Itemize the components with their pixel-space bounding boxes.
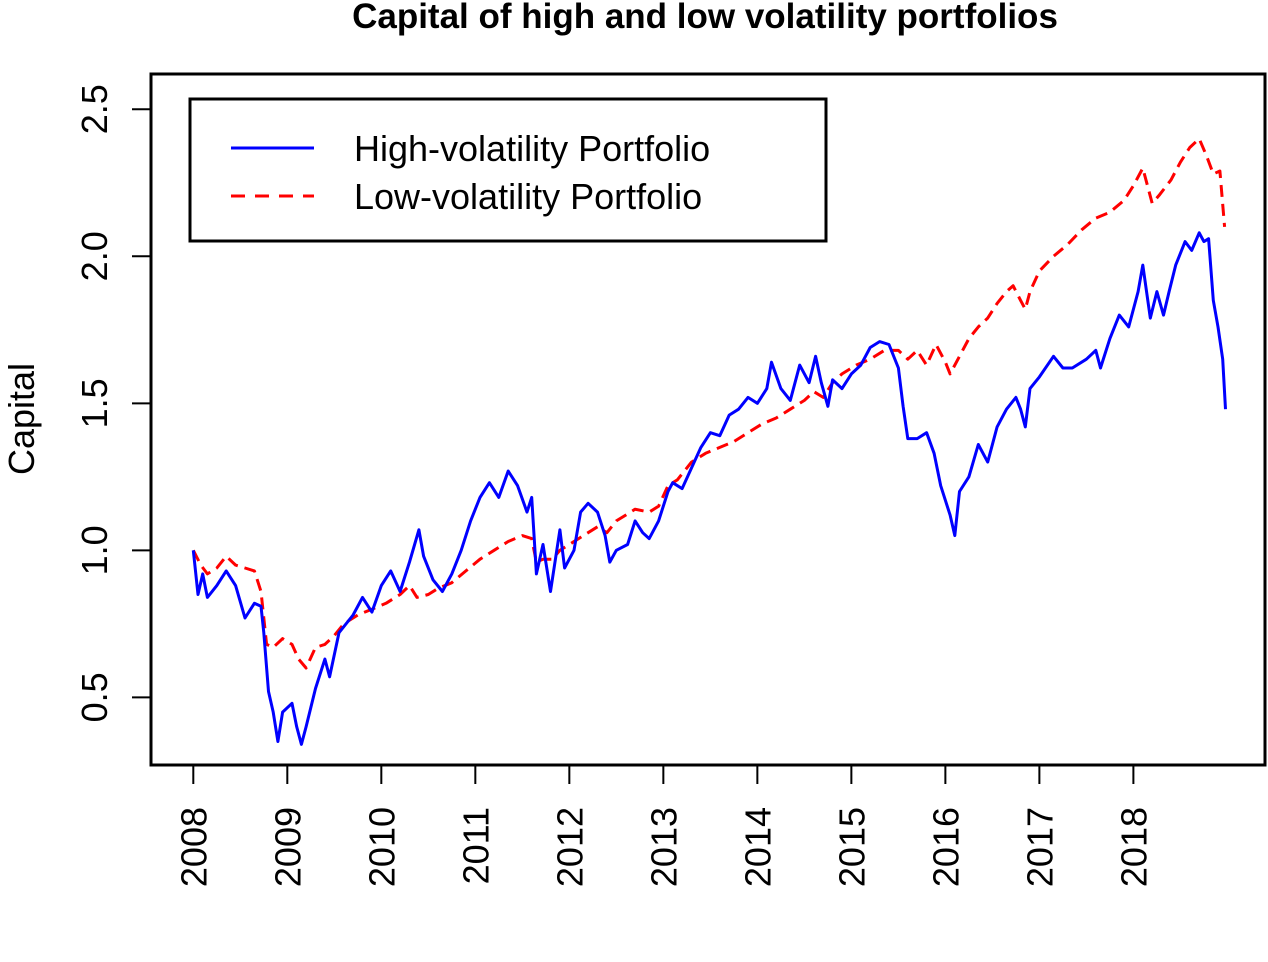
y-axis: 0.5 1.0 1.5 2.0 2.5 xyxy=(74,84,151,722)
y-tick-label: 2.0 xyxy=(74,231,115,281)
x-tick-label: 2017 xyxy=(1019,807,1060,887)
x-tick-label: 2012 xyxy=(549,807,590,887)
y-axis-label: Capital xyxy=(1,363,42,475)
series-layer xyxy=(191,137,1227,746)
plot-frame xyxy=(149,72,1267,767)
chart-title: Capital of high and low volatility portf… xyxy=(352,0,1058,36)
x-tick-label: 2008 xyxy=(173,807,214,887)
y-tick-label: 1.0 xyxy=(74,525,115,575)
x-tick-label: 2013 xyxy=(643,807,684,887)
legend-label-low-volatility: Low-volatility Portfolio xyxy=(354,176,702,217)
x-axis: 2008 2009 2010 2011 2012 2013 2014 2015 2016 2017… xyxy=(173,765,1154,887)
x-tick-label: 2015 xyxy=(831,807,872,887)
x-tick-label: 2014 xyxy=(737,807,778,887)
y-tick-label: 0.5 xyxy=(74,672,115,722)
x-tick-label: 2016 xyxy=(925,807,966,887)
x-tick-label: 2009 xyxy=(267,807,308,887)
series-line-high-volatility xyxy=(191,231,1227,746)
legend-box xyxy=(188,97,828,243)
legend: High-volatility Portfolio Low-volatility… xyxy=(188,97,828,243)
series-line-low-volatility xyxy=(191,137,1227,670)
x-tick-label: 2010 xyxy=(361,807,402,887)
y-tick-label: 2.5 xyxy=(74,84,115,134)
x-tick-label: 2011 xyxy=(455,807,496,884)
y-tick-label: 1.5 xyxy=(74,378,115,428)
legend-label-high-volatility: High-volatility Portfolio xyxy=(354,128,710,169)
x-tick-label: 2018 xyxy=(1113,807,1154,887)
